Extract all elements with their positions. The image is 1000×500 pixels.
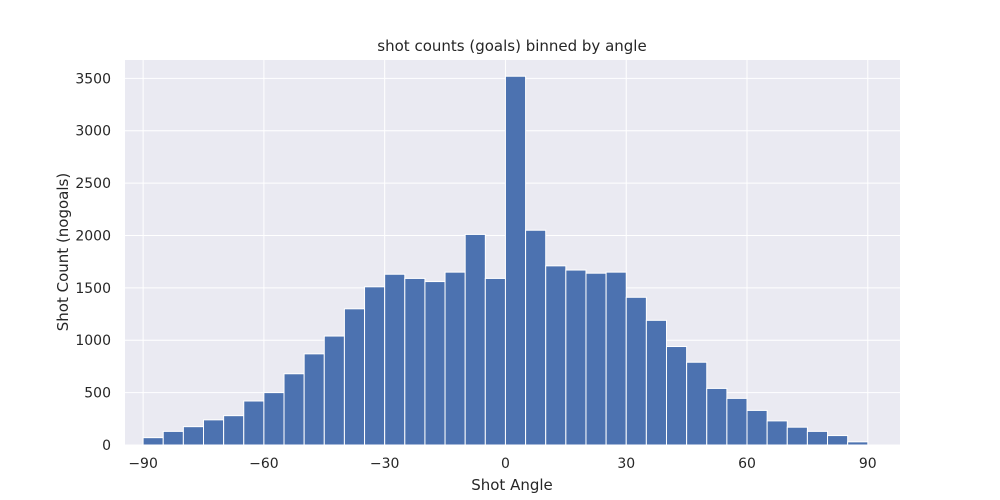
histogram-bar	[404, 277, 426, 446]
histogram-bar	[766, 420, 788, 446]
histogram-bar	[847, 441, 869, 446]
y-tick-label: 1500	[75, 281, 111, 297]
histogram-bar	[384, 273, 406, 446]
histogram-bar	[827, 435, 849, 446]
histogram-bar	[726, 397, 748, 446]
histogram-bar	[182, 426, 205, 446]
y-tick-label: 3000	[75, 124, 111, 140]
histogram-bar	[142, 437, 164, 446]
histogram-bar	[786, 426, 808, 446]
histogram-bar	[706, 387, 728, 446]
histogram-bar	[263, 392, 285, 446]
histogram-bar	[424, 281, 446, 446]
histogram-bar	[283, 373, 305, 446]
x-tick-label: −60	[249, 456, 279, 472]
histogram-bar	[806, 430, 829, 446]
chart-title: shot counts (goals) binned by angle	[377, 37, 646, 55]
y-axis-label: Shot Count (nogoals)	[54, 173, 72, 331]
y-tick-label: 2000	[75, 228, 111, 244]
y-tick-label: 0	[102, 438, 111, 454]
histogram-bar	[484, 277, 506, 446]
histogram-bars	[142, 75, 869, 446]
y-tick-label: 3500	[75, 71, 111, 87]
histogram-bar	[323, 335, 345, 446]
histogram-bar	[203, 419, 225, 446]
histogram-bar	[686, 361, 708, 446]
x-axis-label: Shot Angle	[471, 476, 553, 494]
histogram-bar	[364, 286, 386, 446]
histogram-bar	[585, 272, 607, 446]
histogram-bar	[162, 430, 184, 446]
x-tick-labels: −90 −60 −30 0 30 60 90	[128, 456, 876, 472]
x-tick-label: −90	[128, 456, 158, 472]
y-tick-label: 500	[84, 386, 111, 402]
y-tick-label: 2500	[75, 176, 111, 192]
histogram-bar	[665, 346, 688, 446]
y-tick-labels: 0 500 1000 1500 2000 2500 3000 3500	[75, 71, 111, 454]
x-tick-label: −30	[370, 456, 400, 472]
histogram-bar	[746, 409, 768, 446]
histogram-bar	[545, 265, 567, 446]
x-tick-label: 90	[859, 456, 877, 472]
x-tick-label: 0	[501, 456, 510, 472]
histogram-bar	[605, 271, 627, 446]
histogram-bar	[243, 400, 265, 446]
histogram-bar	[464, 233, 486, 446]
histogram-bar	[444, 271, 466, 446]
histogram-bar	[303, 353, 325, 446]
histogram-bar	[565, 269, 587, 446]
y-tick-label: 1000	[75, 333, 111, 349]
histogram-bar	[645, 319, 667, 446]
histogram-bar	[625, 296, 647, 446]
histogram-bar	[504, 75, 527, 446]
x-tick-label: 30	[617, 456, 635, 472]
x-tick-label: 60	[738, 456, 756, 472]
histogram-bar	[223, 415, 245, 446]
histogram-bar	[343, 308, 366, 446]
histogram-bar	[525, 229, 547, 446]
